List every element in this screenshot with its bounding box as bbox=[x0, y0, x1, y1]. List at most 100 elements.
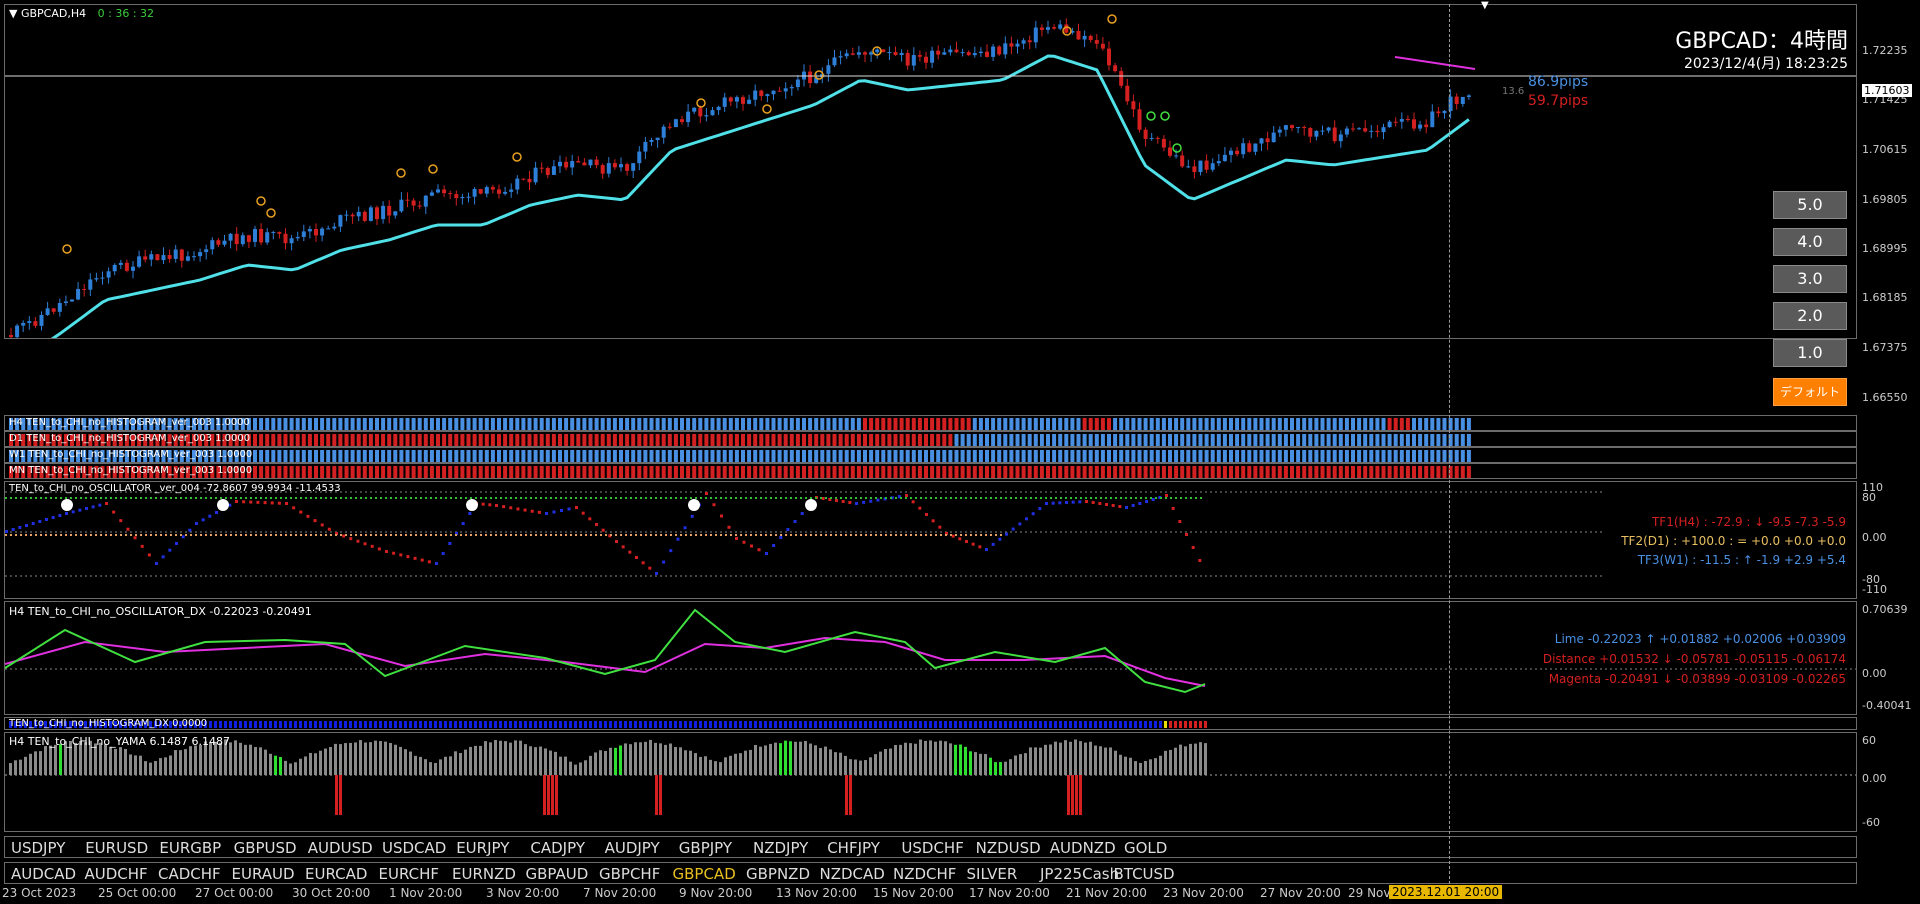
histogram-dx-bar bbox=[749, 721, 752, 728]
dropdown-triangle-icon[interactable]: ▼ bbox=[9, 7, 18, 20]
histogram-bar bbox=[753, 450, 758, 462]
yama-bar bbox=[459, 753, 462, 775]
symbol-button-usdjpy[interactable]: USDJPY bbox=[11, 839, 66, 857]
histogram-bar bbox=[972, 466, 977, 478]
oscillator-top-dot bbox=[170, 497, 172, 499]
histogram-bar bbox=[399, 418, 404, 430]
symbol-button-euraud[interactable]: EURAUD bbox=[231, 865, 295, 883]
histogram-bar bbox=[1027, 466, 1032, 478]
yama-bar bbox=[1054, 741, 1057, 775]
symbol-button-nzdusd[interactable]: NZDUSD bbox=[975, 839, 1041, 857]
symbol-button-eurnzd[interactable]: EURNZD bbox=[452, 865, 516, 883]
histogram-bar bbox=[253, 418, 257, 430]
oscillator-dot bbox=[1058, 501, 1062, 505]
symbol-button-audjpy[interactable]: AUDJPY bbox=[604, 839, 660, 857]
zoom-2-button[interactable]: 2.0 bbox=[1773, 302, 1847, 330]
symbol-button-jp225cash[interactable]: JP225Cash bbox=[1040, 865, 1120, 883]
yama-bar bbox=[204, 741, 207, 775]
histogram-bar bbox=[991, 466, 996, 478]
symbol-button-gbpaud[interactable]: GBPAUD bbox=[525, 865, 589, 883]
symbol-button-usdcad[interactable]: USDCAD bbox=[382, 839, 447, 857]
oscillator-top-dot bbox=[110, 497, 112, 499]
symbol-button-audnzd[interactable]: AUDNZD bbox=[1049, 839, 1116, 857]
symbol-button-nzdchf[interactable]: NZDCHF bbox=[893, 865, 957, 883]
dx-tick: 0.70639 bbox=[1862, 603, 1908, 616]
symbol-button-eurjpy[interactable]: EURJPY bbox=[456, 839, 510, 857]
price-chart-pane[interactable]: ▼ GBPCAD,H4 0 : 36 : 32 GBPCAD：4時間 2023/… bbox=[4, 4, 1857, 339]
zoom-4-button[interactable]: 4.0 bbox=[1773, 228, 1847, 256]
histogram-dx-bar bbox=[1044, 721, 1047, 728]
histogram-bar bbox=[1046, 418, 1050, 430]
yama-pane[interactable]: H4 TEN_to_CHI_no_YAMA 6.1487 6.1487 bbox=[4, 732, 1857, 832]
histogram-bar bbox=[417, 434, 422, 446]
histogram-dx-bar bbox=[49, 721, 52, 728]
oscillator-dx-pane[interactable]: H4 TEN_to_CHI_no_OSCILLATOR_DX -0.22023 … bbox=[4, 601, 1857, 715]
candle-body bbox=[673, 119, 678, 128]
symbol-button-eurchf[interactable]: EURCHF bbox=[378, 865, 440, 883]
shift-marker-icon[interactable]: ▼ bbox=[1481, 0, 1489, 11]
histogram-dx-bar bbox=[169, 721, 172, 728]
histogram-bar bbox=[88, 434, 93, 446]
symbol-button-gold[interactable]: GOLD bbox=[1124, 839, 1168, 857]
histogram-bar bbox=[484, 434, 489, 446]
histogram-dx-bar bbox=[984, 721, 987, 728]
oscillator-dot bbox=[91, 505, 95, 509]
candle-body bbox=[1229, 150, 1233, 155]
histogram-bar bbox=[838, 418, 843, 430]
histogram-bar bbox=[344, 450, 349, 462]
yama-bar bbox=[104, 744, 107, 775]
symbol-button-usdchf[interactable]: USDCHF bbox=[901, 839, 964, 857]
oscillator-flat-dot bbox=[245, 534, 247, 536]
yama-bar bbox=[519, 740, 522, 775]
oscillator-flat-dot bbox=[480, 534, 482, 536]
symbol-button-audchf[interactable]: AUDCHF bbox=[84, 865, 148, 883]
zoom-3-button[interactable]: 3.0 bbox=[1773, 265, 1847, 293]
histogram-bar bbox=[893, 450, 898, 462]
yama-bar bbox=[184, 749, 187, 775]
default-zoom-button[interactable]: デフォルト bbox=[1773, 378, 1847, 406]
histogram-bar bbox=[1375, 434, 1380, 446]
histogram-bar bbox=[314, 450, 318, 462]
histogram-bar bbox=[820, 418, 825, 430]
candle-body bbox=[1003, 43, 1008, 55]
symbol-button-audusd[interactable]: AUDUSD bbox=[307, 839, 373, 857]
histogram-bar bbox=[307, 450, 312, 462]
symbol-button-btcusd[interactable]: BTCUSD bbox=[1113, 865, 1175, 883]
zoom-1-button[interactable]: 1.0 bbox=[1773, 339, 1847, 367]
symbol-button-gbpnzd[interactable]: GBPNZD bbox=[746, 865, 811, 883]
histogram-dx-bar bbox=[504, 721, 507, 728]
oscillator-top-dot bbox=[650, 497, 652, 499]
candle-body bbox=[240, 235, 245, 245]
histogram-bar bbox=[1137, 434, 1142, 446]
oscillator-dot bbox=[78, 508, 82, 512]
histogram-bar bbox=[295, 418, 300, 430]
yama-bar bbox=[1009, 759, 1012, 775]
histogram-bar bbox=[320, 418, 325, 430]
zoom-5-button[interactable]: 5.0 bbox=[1773, 191, 1847, 219]
oscillator-top-dot bbox=[395, 497, 397, 499]
symbol-button-gbpusd[interactable]: GBPUSD bbox=[233, 839, 297, 857]
symbol-button-cadjpy[interactable]: CADJPY bbox=[530, 839, 585, 857]
symbol-button-silver[interactable]: SILVER bbox=[966, 865, 1018, 883]
candle-body bbox=[1320, 130, 1325, 132]
symbol-button-nzdcad[interactable]: NZDCAD bbox=[819, 865, 885, 883]
histogram-bar bbox=[1076, 418, 1081, 430]
oscillator-pane[interactable]: TEN_to_CHI_no_OSCILLATOR _ver_004 -72.86… bbox=[4, 481, 1857, 599]
symbol-button-cadchf[interactable]: CADCHF bbox=[158, 865, 221, 883]
symbol-button-audcad[interactable]: AUDCAD bbox=[11, 865, 77, 883]
symbol-button-eurusd[interactable]: EURUSD bbox=[85, 839, 149, 857]
symbol-button-chfjpy[interactable]: CHFJPY bbox=[827, 839, 880, 857]
symbol-button-eurgbp[interactable]: EURGBP bbox=[159, 839, 222, 857]
histogram-bar bbox=[899, 450, 904, 462]
symbol-button-gbpchf[interactable]: GBPCHF bbox=[599, 865, 661, 883]
symbol-button-nzdjpy[interactable]: NZDJPY bbox=[753, 839, 809, 857]
histogram-bar bbox=[661, 466, 666, 478]
histogram-bar bbox=[826, 434, 831, 446]
histogram-bar bbox=[655, 434, 660, 446]
histogram-bar bbox=[368, 450, 373, 462]
oscillator-dot bbox=[985, 548, 988, 551]
oscillator-flat-dot bbox=[860, 534, 862, 536]
symbol-button-gbpcad[interactable]: GBPCAD bbox=[672, 865, 736, 883]
symbol-button-gbpjpy[interactable]: GBPJPY bbox=[678, 839, 733, 857]
symbol-button-eurcad[interactable]: EURCAD bbox=[305, 865, 368, 883]
